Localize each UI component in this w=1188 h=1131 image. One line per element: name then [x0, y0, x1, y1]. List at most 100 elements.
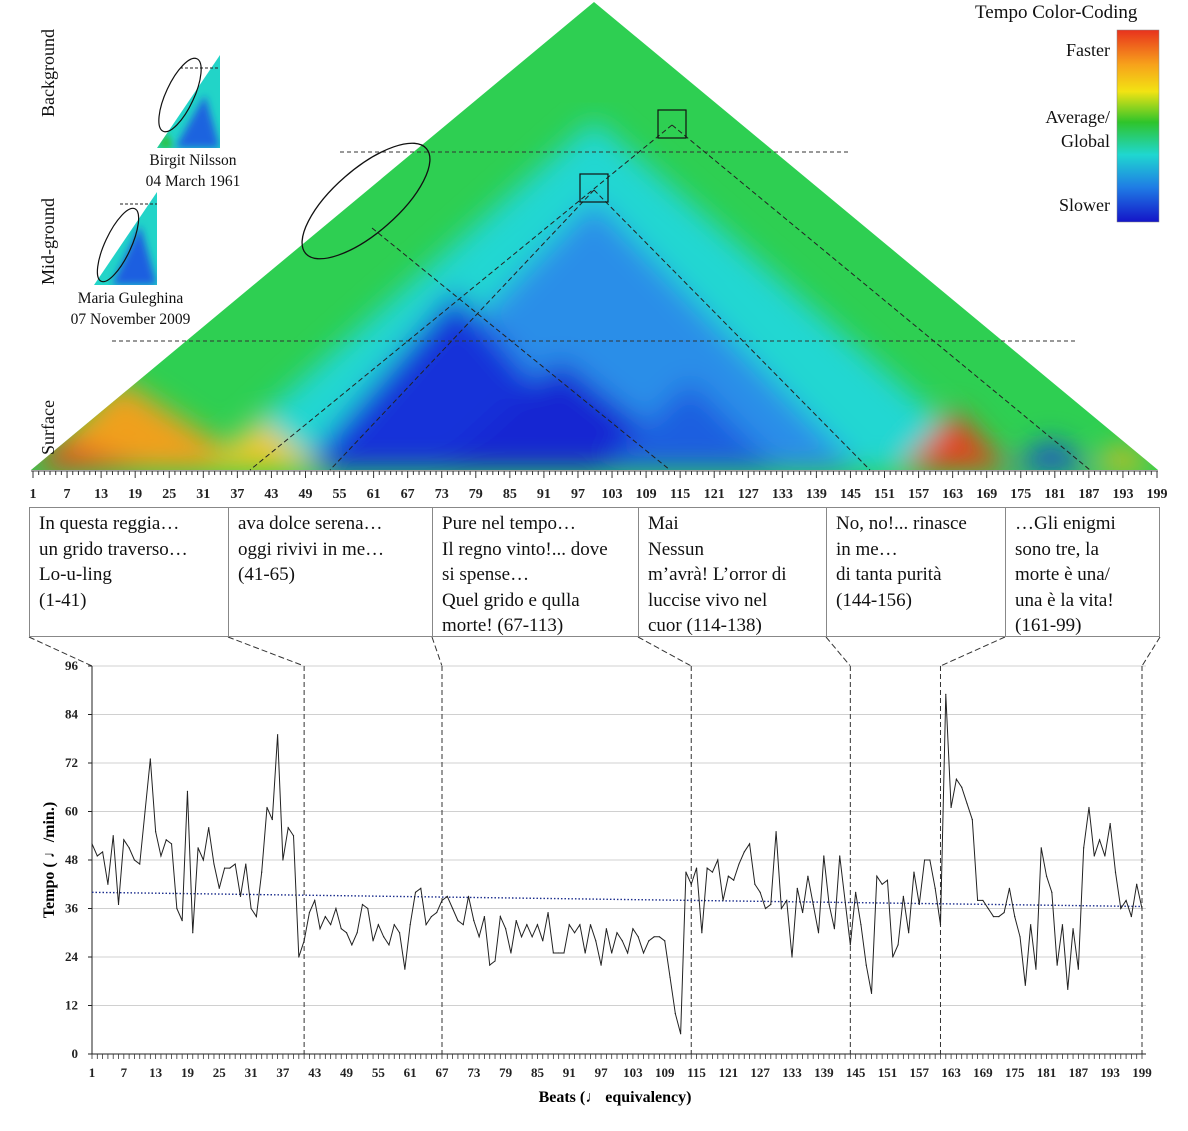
tempo-point	[690, 883, 692, 885]
scape-tick-label: 73	[435, 487, 449, 502]
tempo-point	[398, 932, 401, 934]
tempo-point	[96, 855, 98, 857]
inset-guleghina	[94, 192, 157, 285]
x-tick-label: 91	[563, 1065, 576, 1080]
tempo-point	[828, 903, 830, 906]
tempo-point	[897, 944, 899, 946]
tempo-point	[335, 907, 337, 910]
inset-guleghina-date: 07 November 2009	[70, 311, 191, 328]
lyric-6-line-3: morte è una/	[1015, 564, 1110, 585]
tempo-point	[239, 895, 242, 897]
tempo-point	[319, 928, 321, 930]
tempo-point	[452, 907, 454, 910]
tempo-point	[589, 924, 592, 926]
tempo-point	[992, 915, 995, 918]
tempo-point	[393, 924, 395, 926]
scape-tick-label: 1	[30, 487, 37, 502]
lyric-6-line-1: …Gli enigmi	[1015, 513, 1116, 534]
lyric-5-line-4: (144-156)	[836, 589, 912, 611]
x-tick-label: 145	[846, 1065, 866, 1080]
scape-tick-label: 43	[264, 487, 278, 502]
tempo-point	[584, 952, 586, 954]
tempo-point	[844, 899, 846, 902]
tempo-point	[1030, 924, 1032, 926]
tempo-point	[181, 920, 183, 922]
tempo-point	[499, 915, 501, 918]
tempo-point	[144, 810, 146, 813]
tempo-point	[658, 936, 661, 938]
tempo-point	[685, 871, 687, 873]
tempo-point	[738, 863, 740, 865]
tempo-point	[292, 835, 295, 837]
inset-guleghina-performer: Maria Guleghina	[77, 290, 184, 307]
lyric-3-line-2: Il regno vinto!... dove	[442, 538, 608, 560]
tempo-point	[1045, 875, 1048, 877]
inset2-ellipse	[96, 207, 140, 283]
section-connector	[637, 636, 692, 667]
tempo-point	[1019, 936, 1021, 938]
x-tick-label: 31	[245, 1065, 258, 1080]
tempo-point	[1008, 887, 1011, 889]
x-tick-label: 133	[782, 1065, 802, 1080]
x-tick-label: 109	[655, 1065, 675, 1080]
lyric-4-line-1: Mai	[648, 513, 679, 534]
tempo-point	[117, 903, 120, 906]
lyric-1-line-4: (1-41)	[39, 589, 87, 611]
tempo-point	[595, 940, 597, 942]
tempo-point	[706, 867, 708, 869]
y-grid-lines	[88, 665, 1146, 1055]
y-tick-labels: 0 12 24 36 48 60 72 84 96	[65, 658, 79, 1061]
tempo-point	[372, 940, 374, 942]
section-connector	[28, 636, 93, 667]
tempo-point	[955, 778, 957, 780]
tempo-point	[170, 843, 173, 845]
lyric-1-line-2: un grido traverso…	[39, 538, 188, 560]
lyric-box-2: ava dolce serena… oggi rivivi in me… (41…	[228, 507, 433, 637]
tempo-point	[876, 875, 878, 877]
tempo-point	[860, 924, 862, 926]
tempo-point	[759, 891, 761, 893]
tempo-point	[870, 992, 873, 994]
x-tick-label: 103	[623, 1065, 643, 1080]
lyric-4-line-5: cuor (114-138)	[648, 615, 762, 636]
tempo-scape-plot	[31, 2, 1158, 470]
tempo-point	[149, 758, 151, 760]
lyric-box-5: No, no!... rinasce in me… di tanta purit…	[826, 507, 1006, 637]
tempo-point	[356, 932, 358, 934]
tempo-point	[324, 915, 326, 918]
tempo-point	[377, 924, 379, 926]
inset1-green	[157, 132, 175, 148]
scape-tick-label: 61	[367, 487, 381, 502]
x-tick-label: 193	[1100, 1065, 1120, 1080]
tempo-point	[701, 932, 703, 934]
tempo-point	[1098, 839, 1101, 841]
tempo-point	[1125, 899, 1127, 902]
tempo-point	[855, 891, 857, 893]
tempo-point	[653, 936, 655, 938]
tempo-point	[462, 924, 464, 926]
tempo-point	[966, 802, 968, 805]
legend-label-faster: Faster	[1066, 40, 1110, 60]
section-connector	[227, 636, 305, 667]
scape-tick-label: 199	[1147, 487, 1168, 502]
arch-line-2	[671, 124, 1091, 471]
lyric-4-line-3: m’avrà! L’orror di	[648, 564, 787, 585]
tempo-point	[202, 859, 204, 861]
section-connector	[940, 636, 1006, 667]
tempo-point	[1083, 847, 1085, 849]
tempo-point	[351, 944, 353, 946]
tempo-point	[961, 786, 963, 788]
tempo-point	[616, 932, 618, 934]
layer-label-surface: Surface	[38, 400, 58, 455]
tempo-point	[192, 932, 194, 934]
tempo-point	[637, 936, 639, 938]
tempo-point	[330, 924, 332, 926]
legend-label-average-line2: Global	[1061, 131, 1110, 151]
x-tick-label: 121	[719, 1065, 739, 1080]
lyric-4-line-4: luccise vivo nel	[648, 589, 768, 611]
scape-tick-label: 13	[94, 487, 108, 502]
x-tick-label: 67	[436, 1065, 450, 1080]
tempo-point	[467, 895, 470, 897]
tempo-point	[277, 734, 279, 736]
